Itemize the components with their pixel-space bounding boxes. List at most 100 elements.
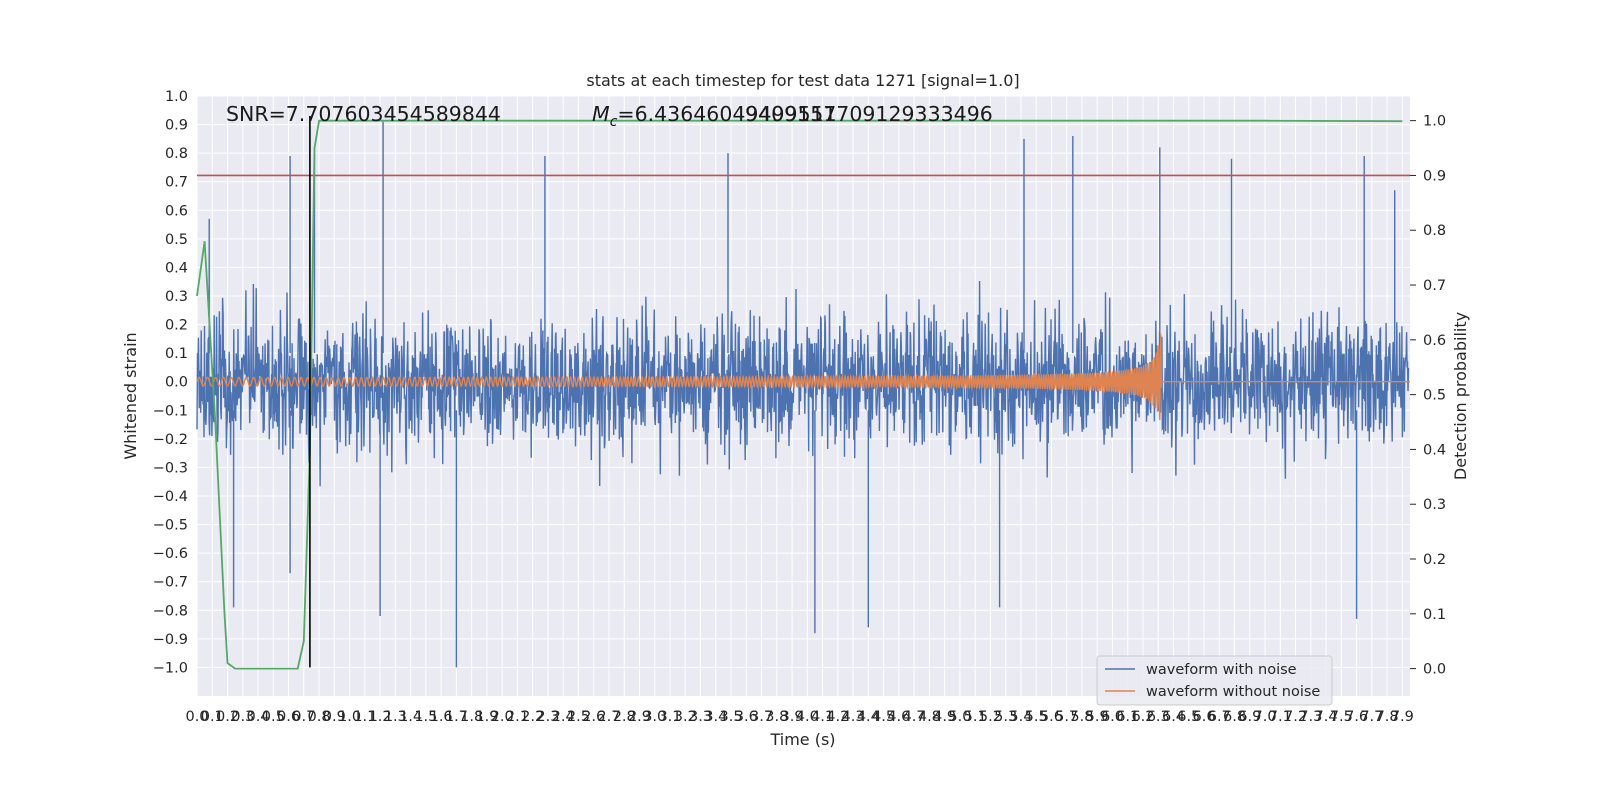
x-tick-label: 6.6: [1192, 709, 1215, 725]
x-tick-label: 7.7: [1360, 709, 1383, 725]
overlapping-annotation: 94091577091293334​96: [745, 102, 993, 126]
chirp-mass-annotation: Mc=6.43646049499511: [592, 102, 837, 130]
x-tick-label: 0.3: [231, 709, 254, 725]
x-tick-label: 2.8: [613, 709, 636, 725]
x-tick-label: 2.0: [491, 709, 514, 725]
y-tick-label: −0.3: [153, 460, 188, 476]
x-tick-label: 7.5: [1330, 709, 1353, 725]
x-tick-label: 6.7: [1208, 709, 1231, 725]
chirp-mass-value: =6.43646049499511: [617, 102, 836, 126]
y-tick-label: 0.7: [165, 175, 188, 191]
y2-tick-label: 0.8: [1423, 223, 1446, 239]
x-tick-label: 1.3: [384, 709, 407, 725]
x-tick-label: 3.5: [719, 709, 742, 725]
x-tick-label: 6.0: [1101, 709, 1124, 725]
x-tick-label: 1.6: [430, 709, 453, 725]
x-tick-label: 5.9: [1086, 709, 1109, 725]
x-tick-label: 2.9: [628, 709, 651, 725]
y-tick-label: −0.7: [153, 575, 188, 591]
x-tick-label: 3.3: [689, 709, 712, 725]
x-tick-label: 3.1: [658, 709, 681, 725]
x-tick-label: 3.4: [704, 709, 727, 725]
y-axis-label: Whitened strain: [121, 332, 140, 459]
x-tick-label: 0.2: [216, 709, 239, 725]
x-tick-label: 0.5: [262, 709, 285, 725]
x-tick-label: 1.5: [414, 709, 437, 725]
x-tick-label: 4.8: [918, 709, 941, 725]
y-tick-label: −0.4: [153, 489, 188, 505]
x-tick-label: 1.2: [369, 709, 392, 725]
x-tick-label: 6.2: [1131, 709, 1154, 725]
y-tick-labels: 1.0 0.9 0.8 0.7 0.6 0.5 0.4 0.3 0.2 0.1 0.0 −0.1 −0.…: [153, 89, 188, 676]
x-tick-label: 4.9: [933, 709, 956, 725]
y2-tick-label: 0.6: [1423, 333, 1446, 349]
x-tick-label: 7.4: [1315, 709, 1338, 725]
x-tick-label: 4.5: [872, 709, 895, 725]
legend-entry-noise: waveform with noise: [1146, 662, 1297, 678]
y2-tick-labels: 1.0 0.9 0.8 0.7 0.6 0.5 0.4 0.3 0.2 0.1 0.0: [1410, 114, 1446, 678]
x-tick-label: 5.2: [979, 709, 1002, 725]
y-tick-label: 0.1: [165, 346, 188, 362]
x-tick-label: 0.1: [201, 709, 224, 725]
x-tick-label: 7.9: [1391, 709, 1414, 725]
x-tick-label: 1.7: [445, 709, 468, 725]
y-tick-label: 1.0: [165, 89, 188, 105]
x-tick-label: 3.0: [643, 709, 666, 725]
x-tick-label: 3.6: [735, 709, 758, 725]
legend-box: [1096, 655, 1333, 706]
legend-entry-clean: waveform without noise: [1146, 684, 1320, 700]
x-tick-label: 7.1: [1269, 709, 1292, 725]
x-tick-label: 6.8: [1223, 709, 1246, 725]
x-tick-label: 0.7: [292, 709, 315, 725]
x-tick-label: 6.3: [1147, 709, 1170, 725]
x-tick-label: 4.7: [903, 709, 926, 725]
y2-tick-label: 1.0: [1423, 114, 1446, 130]
x-tick-label: 1.4: [399, 709, 422, 725]
x-tick-label: 2.1: [506, 709, 529, 725]
x-tick-label: 4.3: [842, 709, 865, 725]
x-tick-label: 2.5: [567, 709, 590, 725]
y2-tick-label: 0.4: [1423, 442, 1446, 458]
x-tick-label: 1.8: [460, 709, 483, 725]
x-tick-label: 0.0: [185, 709, 208, 725]
x-tick-label: 6.4: [1162, 709, 1185, 725]
x-tick-label: 7.6: [1345, 709, 1368, 725]
x-tick-label: 2.2: [521, 709, 544, 725]
y-tick-label: −0.5: [153, 518, 188, 534]
x-tick-label: 5.5: [1025, 709, 1048, 725]
x-tick-label: 0.6: [277, 709, 300, 725]
y2-tick-label: 0.5: [1423, 388, 1446, 404]
y-tick-label: 0.2: [165, 318, 188, 334]
y-tick-label: −0.6: [153, 546, 188, 562]
x-tick-label: 2.7: [597, 709, 620, 725]
y-tick-label: 0.3: [165, 289, 188, 305]
x-tick-label: 4.4: [857, 709, 880, 725]
series-waveform-without-noise: [196, 333, 1410, 421]
x-tick-label: 2.6: [582, 709, 605, 725]
x-tick-label: 2.3: [536, 709, 559, 725]
x-tick-label: 4.1: [811, 709, 834, 725]
x-tick-label: 1.1: [353, 709, 376, 725]
x-tick-label: 6.1: [1116, 709, 1139, 725]
y-tick-label: −0.2: [153, 432, 188, 448]
y-tick-label: 0.4: [165, 260, 188, 276]
x-tick-label: 3.2: [674, 709, 697, 725]
x-axis-label: Time (s): [769, 730, 835, 749]
y-tick-label: −0.9: [153, 632, 188, 648]
chart-title: stats at each timestep for test data 127…: [586, 71, 1019, 90]
x-tick-label: 3.8: [765, 709, 788, 725]
x-tick-label: 5.7: [1055, 709, 1078, 725]
x-tick-label: 2.4: [552, 709, 575, 725]
x-tick-label: 5.8: [1070, 709, 1093, 725]
legend: waveform with noise waveform without noi…: [1096, 655, 1333, 706]
y2-tick-label: 0.2: [1423, 552, 1446, 568]
x-tick-label: 4.2: [826, 709, 849, 725]
snr-annotation: SNR=7.707603454589844: [226, 102, 501, 126]
x-tick-label: 5.3: [994, 709, 1017, 725]
x-tick-label: 1.0: [338, 709, 361, 725]
y2-tick-label: 0.9: [1423, 168, 1446, 184]
y-tick-label: −0.8: [153, 603, 188, 619]
y-tick-label: 0.8: [165, 146, 188, 162]
y-tick-label: −1.0: [153, 660, 188, 676]
